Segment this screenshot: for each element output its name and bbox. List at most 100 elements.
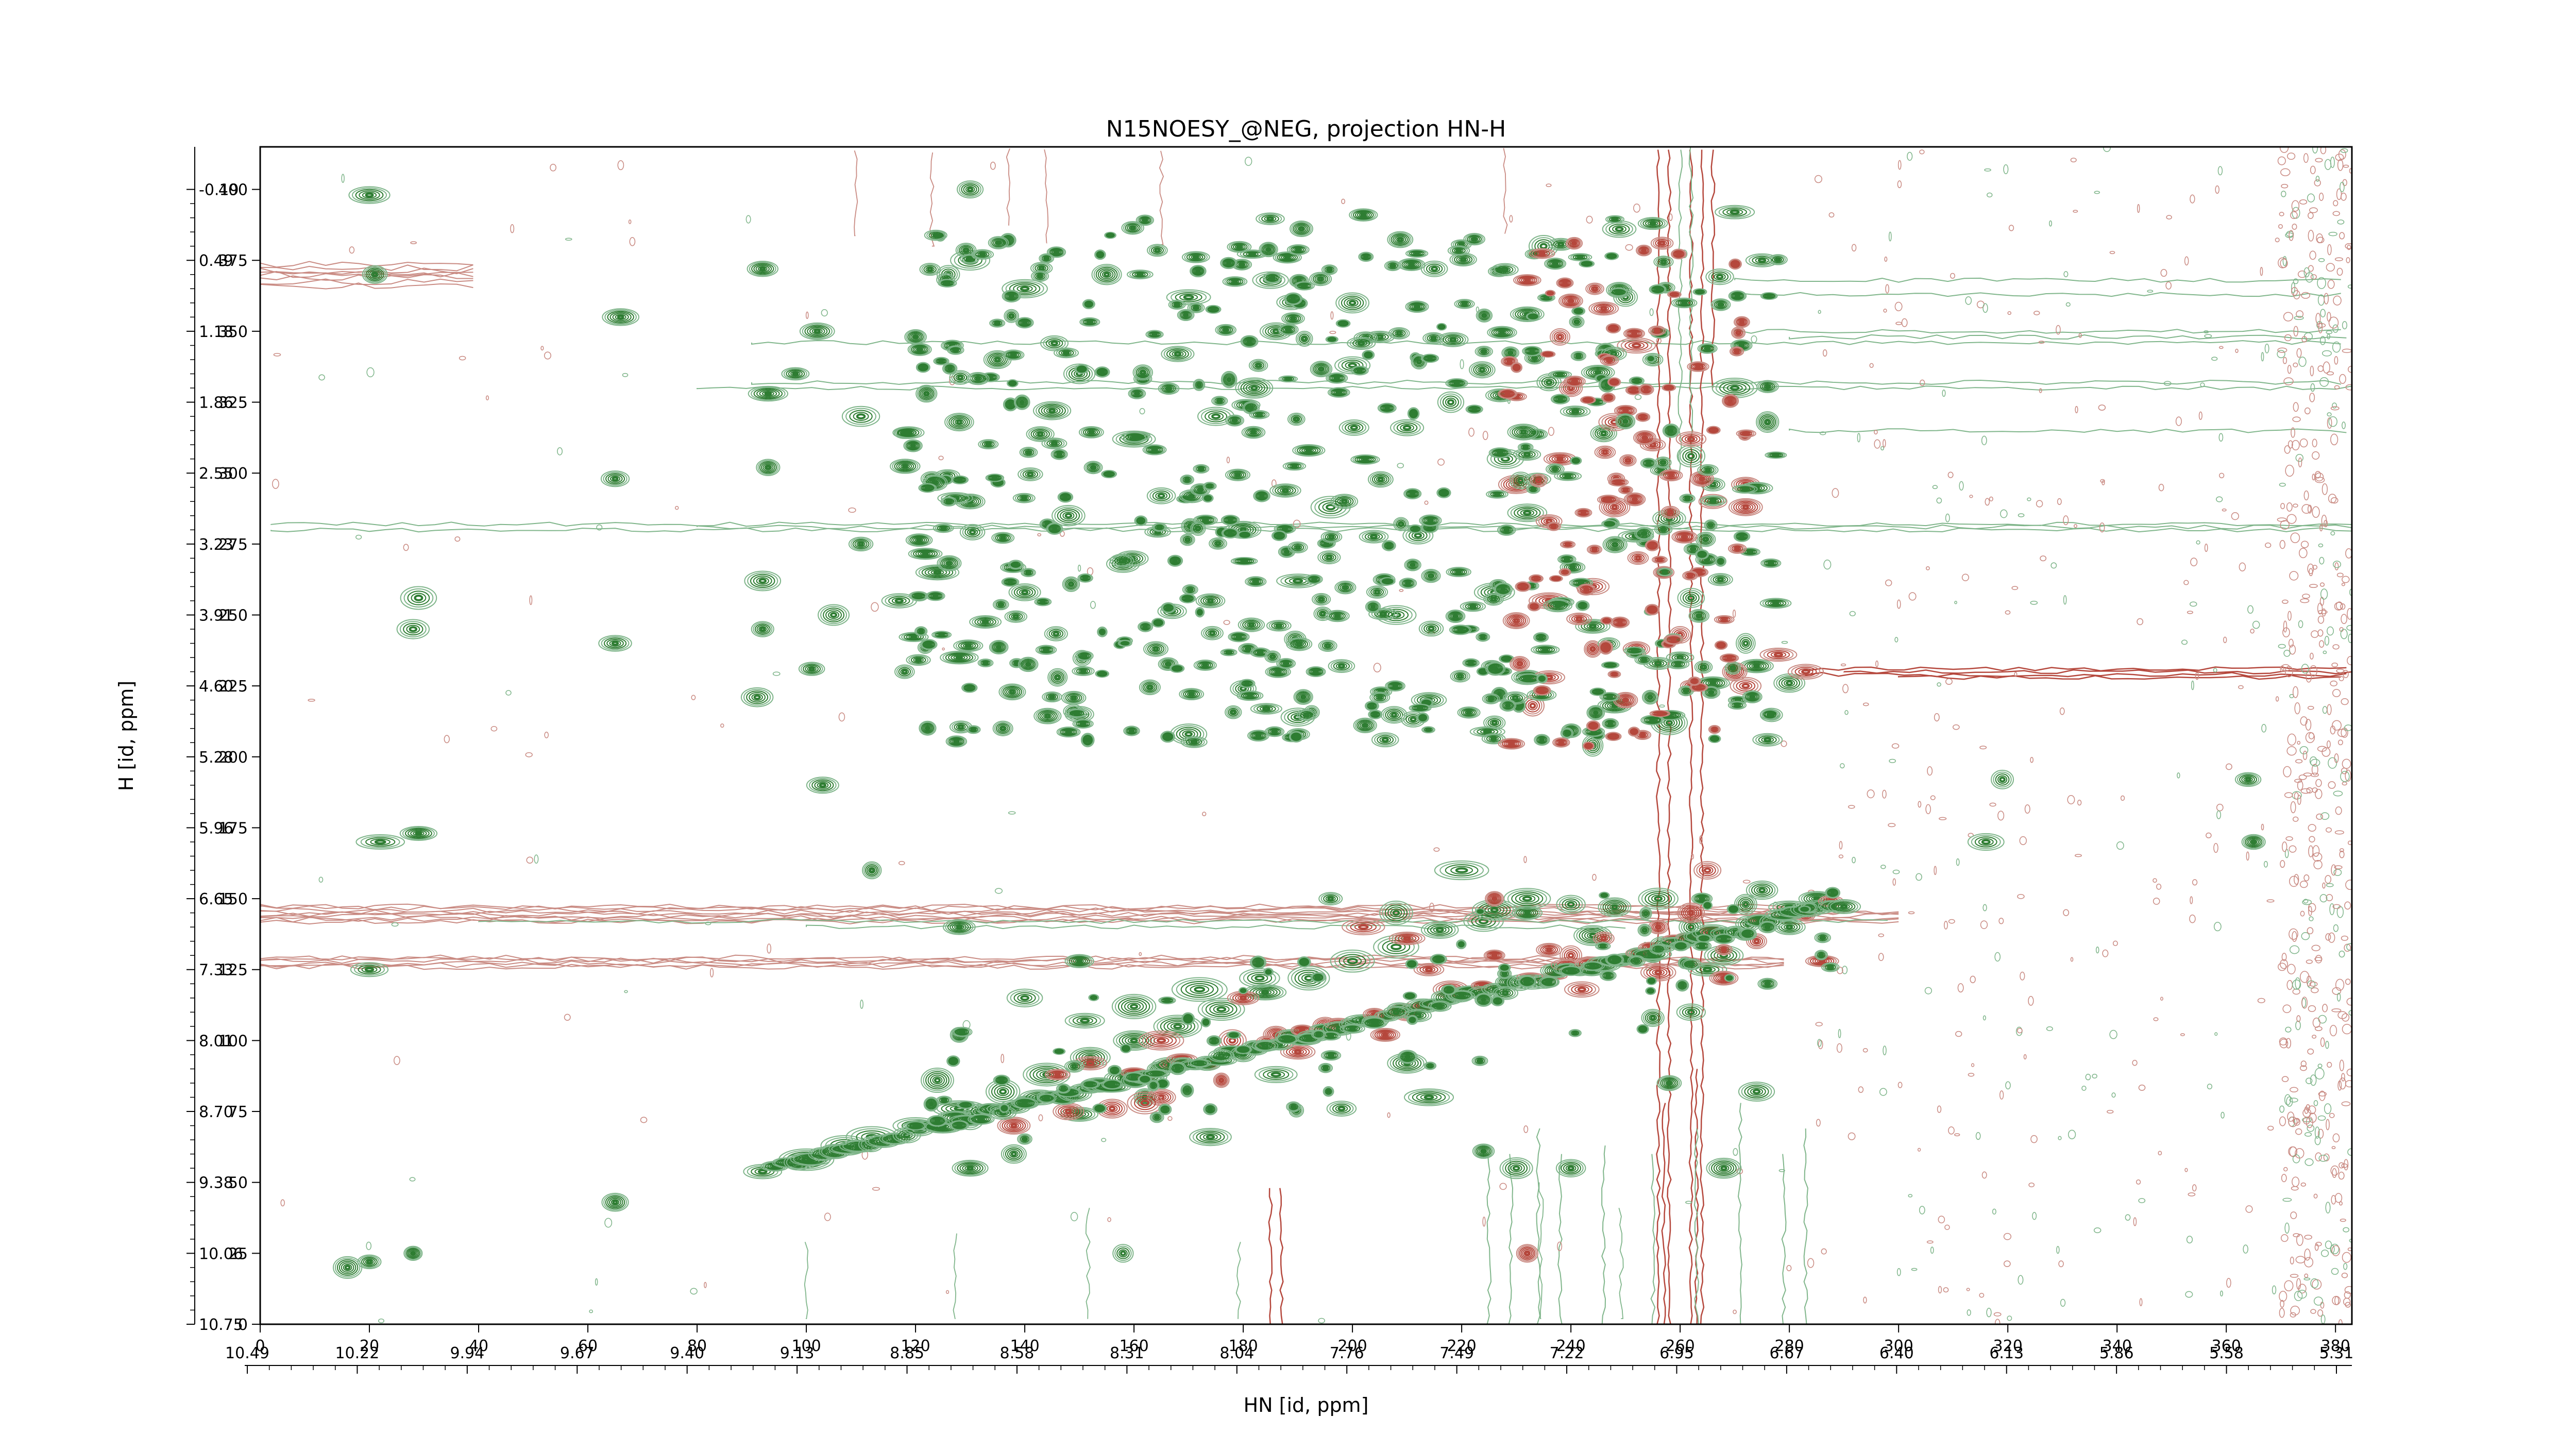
noise-contour	[1992, 1208, 1996, 1215]
peak-contour	[1071, 956, 1088, 966]
peak-contour	[1838, 903, 1850, 909]
peak-contour	[1756, 411, 1780, 433]
noise-contour	[1926, 566, 1930, 570]
peak-contour	[1578, 620, 1608, 633]
noise-contour	[2336, 668, 2345, 673]
peak-contour	[1395, 934, 1420, 943]
peak-contour	[1213, 1072, 1230, 1088]
peak-contour	[1208, 412, 1224, 421]
ridge-line	[1006, 148, 1010, 226]
ridge-line	[1897, 674, 2341, 680]
noise-contour	[2328, 494, 2337, 503]
peak-contour	[957, 1162, 984, 1175]
peak-contour	[746, 690, 769, 704]
peak-contour	[781, 367, 810, 381]
peak-contour	[1679, 447, 1703, 465]
ridge-line	[1803, 1128, 1808, 1324]
noise-contour	[2211, 357, 2218, 361]
peak-contour	[955, 655, 963, 660]
noise-contour	[1429, 902, 1435, 913]
noise-contour	[1965, 296, 1972, 305]
peak-contour	[1328, 1034, 1333, 1038]
peak-contour	[1599, 430, 1609, 437]
peak-contour	[1786, 924, 1793, 930]
peak-contour	[1835, 902, 1853, 911]
noise-contour	[2307, 1048, 2314, 1055]
peak-contour	[1512, 618, 1521, 623]
peak-contour	[1390, 419, 1425, 436]
peak	[744, 570, 782, 592]
peak-contour	[1145, 642, 1167, 656]
peak-contour	[749, 262, 776, 276]
peak-contour	[1586, 623, 1599, 629]
peak-contour	[954, 739, 959, 744]
noise-contour	[2218, 346, 2224, 349]
peak-contour	[1334, 356, 1371, 375]
noise-contour	[349, 246, 355, 254]
noise-contour	[2315, 788, 2323, 799]
peak	[1773, 919, 1806, 935]
peak-contour	[799, 322, 835, 340]
peak-contour	[1000, 536, 1006, 540]
peak	[601, 1192, 629, 1212]
noise-contour	[2284, 334, 2292, 342]
peak-contour	[351, 188, 387, 203]
peak-contour	[1351, 209, 1376, 221]
noise-contour	[544, 351, 551, 360]
peak-contour	[1715, 205, 1755, 220]
peak-contour	[933, 570, 942, 575]
peak	[332, 1256, 363, 1279]
ridge-line	[751, 340, 2341, 345]
peak-contour	[964, 644, 972, 648]
noise-contour	[2333, 561, 2342, 568]
peak-contour	[1692, 893, 1711, 904]
peak	[403, 1245, 423, 1261]
peak-contour	[804, 325, 831, 338]
peak	[355, 834, 405, 850]
peak-contour	[1752, 256, 1772, 265]
noise-contour	[2322, 882, 2326, 889]
peak-contour	[1127, 1002, 1141, 1011]
peak-contour	[370, 271, 379, 278]
noise-contour	[2100, 479, 2105, 483]
peak-contour	[1690, 610, 1708, 622]
noise-contour	[529, 595, 533, 605]
peak	[1050, 448, 1068, 460]
peak	[916, 384, 938, 403]
peak-contour	[1142, 1032, 1181, 1049]
noise-contour	[1778, 1169, 1785, 1172]
noise-contour	[2335, 978, 2345, 991]
peak-contour	[612, 1200, 618, 1205]
peak-contour	[1062, 1108, 1074, 1115]
peak-contour	[1549, 328, 1570, 346]
peak-contour	[940, 526, 947, 530]
peak-contour	[1236, 635, 1242, 639]
noise-contour	[2032, 1212, 2037, 1220]
peak-contour	[809, 327, 825, 335]
peak-contour	[1609, 904, 1620, 910]
peak-contour	[1645, 220, 1661, 227]
peak-contour	[1002, 685, 1023, 698]
peak	[1146, 487, 1176, 504]
peak-contour	[1064, 1109, 1072, 1114]
peak-contour	[1115, 1032, 1153, 1050]
noise-contour	[1891, 743, 1900, 749]
peak	[1759, 648, 1798, 662]
noise-contour	[2286, 746, 2297, 756]
noise-contour	[595, 1278, 598, 1286]
peak-contour	[1715, 379, 1754, 397]
peak-contour	[1564, 981, 1600, 998]
noise-contour	[2282, 357, 2287, 364]
noise-contour	[2340, 181, 2345, 193]
peak-contour	[814, 329, 821, 334]
noise-contour	[2307, 193, 2315, 203]
noise-contour	[2317, 277, 2326, 289]
noise-contour	[2315, 175, 2320, 182]
peak-contour	[1382, 1033, 1388, 1037]
noise-contour	[2342, 321, 2348, 330]
peak-contour	[1703, 537, 1708, 542]
noise-contour	[2308, 230, 2314, 242]
peak-contour	[1741, 1083, 1772, 1100]
peak-contour	[994, 1085, 1012, 1099]
peak	[1338, 419, 1369, 436]
